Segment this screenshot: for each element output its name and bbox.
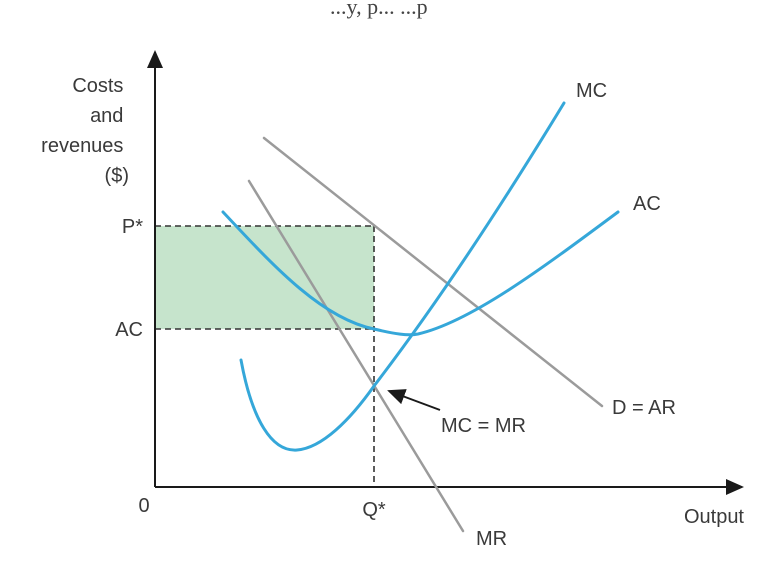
- demand-label: D = AR: [612, 397, 676, 419]
- mc-mr-arrow: [387, 389, 441, 411]
- mc-curve-label: MC: [576, 80, 607, 102]
- demand-ar-line: [262, 136, 604, 408]
- ac-curve: [221, 210, 620, 337]
- top-text-fragment: ...y, p... ...p: [330, 0, 428, 19]
- p-star-label: P*: [122, 216, 143, 238]
- mr-label: MR: [476, 528, 507, 550]
- y-axis-label: Costs and revenues ($): [41, 75, 129, 187]
- mc-curve: [239, 101, 566, 452]
- mr-line: [247, 179, 465, 533]
- ac-curve-label: AC: [633, 193, 661, 215]
- q-star-label: Q*: [362, 499, 386, 521]
- mc-equals-mr-label: MC = MR: [441, 415, 526, 437]
- x-axis-label: Output: [684, 506, 744, 528]
- profit-area: [155, 226, 374, 329]
- ac-tick-label: AC: [115, 319, 143, 341]
- origin-label: 0: [138, 495, 149, 517]
